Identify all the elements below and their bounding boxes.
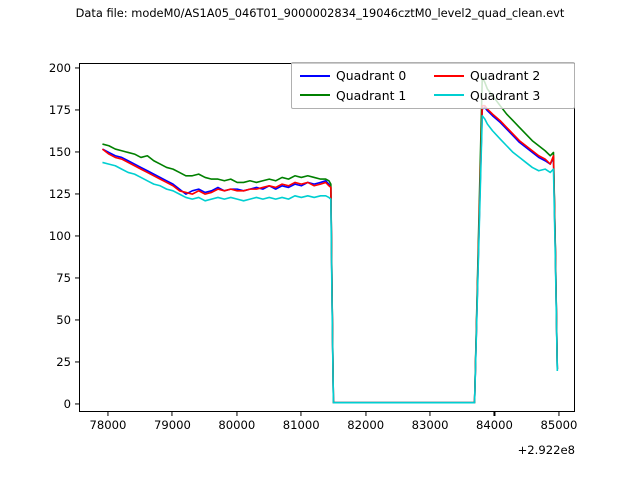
- y-tick-mark: [75, 235, 79, 237]
- legend-color-swatch-icon: [300, 94, 330, 97]
- x-tick-mark: [558, 412, 560, 416]
- x-tick-label: 80000: [218, 418, 256, 432]
- x-tick-label: 81000: [282, 418, 320, 432]
- y-tick-mark: [75, 67, 79, 69]
- legend-label: Quadrant 1: [336, 87, 407, 103]
- page-title: Data file: modeM0/AS1A05_046T01_90000028…: [75, 6, 565, 20]
- x-tick-label: 85000: [540, 418, 578, 432]
- x-tick-mark: [429, 412, 431, 416]
- y-tick-label: 75: [56, 270, 71, 285]
- x-tick-label: 84000: [476, 418, 513, 432]
- y-tick-mark: [75, 193, 79, 195]
- legend-color-swatch-icon: [434, 94, 464, 97]
- y-axis-tick-labels: 0 25 50 75 100 125 150 175 200: [0, 61, 71, 412]
- y-tick-mark: [75, 361, 79, 363]
- x-axis-offset-label: +2.922e8: [517, 443, 575, 457]
- x-tick-label: 83000: [411, 418, 449, 432]
- y-tick-mark: [75, 277, 79, 279]
- y-tick-label: 0: [63, 396, 71, 411]
- y-tick-label: 25: [56, 354, 71, 369]
- y-tick-mark: [75, 403, 79, 405]
- chart-legend: Quadrant 0 Quadrant 2 Quadrant 1 Quadrant 3: [291, 62, 575, 109]
- x-tick-label: 78000: [89, 418, 127, 432]
- legend-entry-quadrant-1[interactable]: Quadrant 1: [300, 86, 434, 106]
- x-tick-label: 79000: [153, 418, 191, 432]
- y-tick-label: 50: [56, 312, 71, 327]
- legend-label: Quadrant 0: [336, 68, 407, 84]
- x-tick-mark: [107, 412, 109, 416]
- y-tick-label: 100: [48, 228, 71, 243]
- legend-entry-quadrant-3[interactable]: Quadrant 3: [434, 86, 568, 106]
- x-tick-mark: [300, 412, 302, 416]
- legend-label: Quadrant 3: [470, 87, 541, 103]
- y-tick-mark: [75, 151, 79, 153]
- series-line-quadrant-0: [102, 107, 557, 402]
- series-canvas: [80, 64, 574, 411]
- series-line-quadrant-2: [102, 106, 557, 403]
- x-axis-tick-labels: 78000 79000 80000 81000 82000 83000 84000 85000: [79, 412, 578, 442]
- x-tick-mark: [365, 412, 367, 416]
- legend-entry-quadrant-0[interactable]: Quadrant 0: [300, 66, 434, 86]
- legend-color-swatch-icon: [300, 74, 330, 77]
- legend-entry-quadrant-2[interactable]: Quadrant 2: [434, 66, 568, 86]
- legend-color-swatch-icon: [434, 74, 464, 77]
- y-axis-tick-marks: [0, 63, 79, 412]
- y-tick-label: 200: [48, 61, 71, 76]
- x-tick-mark: [171, 412, 173, 416]
- x-tick-mark: [493, 412, 496, 416]
- y-tick-label: 125: [48, 186, 71, 201]
- y-tick-mark: [75, 319, 79, 321]
- y-tick-mark: [75, 109, 79, 111]
- series-line-quadrant-3: [102, 116, 557, 403]
- y-tick-label: 150: [48, 144, 71, 159]
- legend-label: Quadrant 2: [470, 68, 541, 84]
- x-tick-label: 82000: [347, 418, 385, 432]
- y-tick-label: 175: [48, 102, 71, 117]
- series-line-quadrant-1: [102, 77, 557, 402]
- x-tick-mark: [236, 412, 238, 416]
- plot-area: [79, 63, 575, 412]
